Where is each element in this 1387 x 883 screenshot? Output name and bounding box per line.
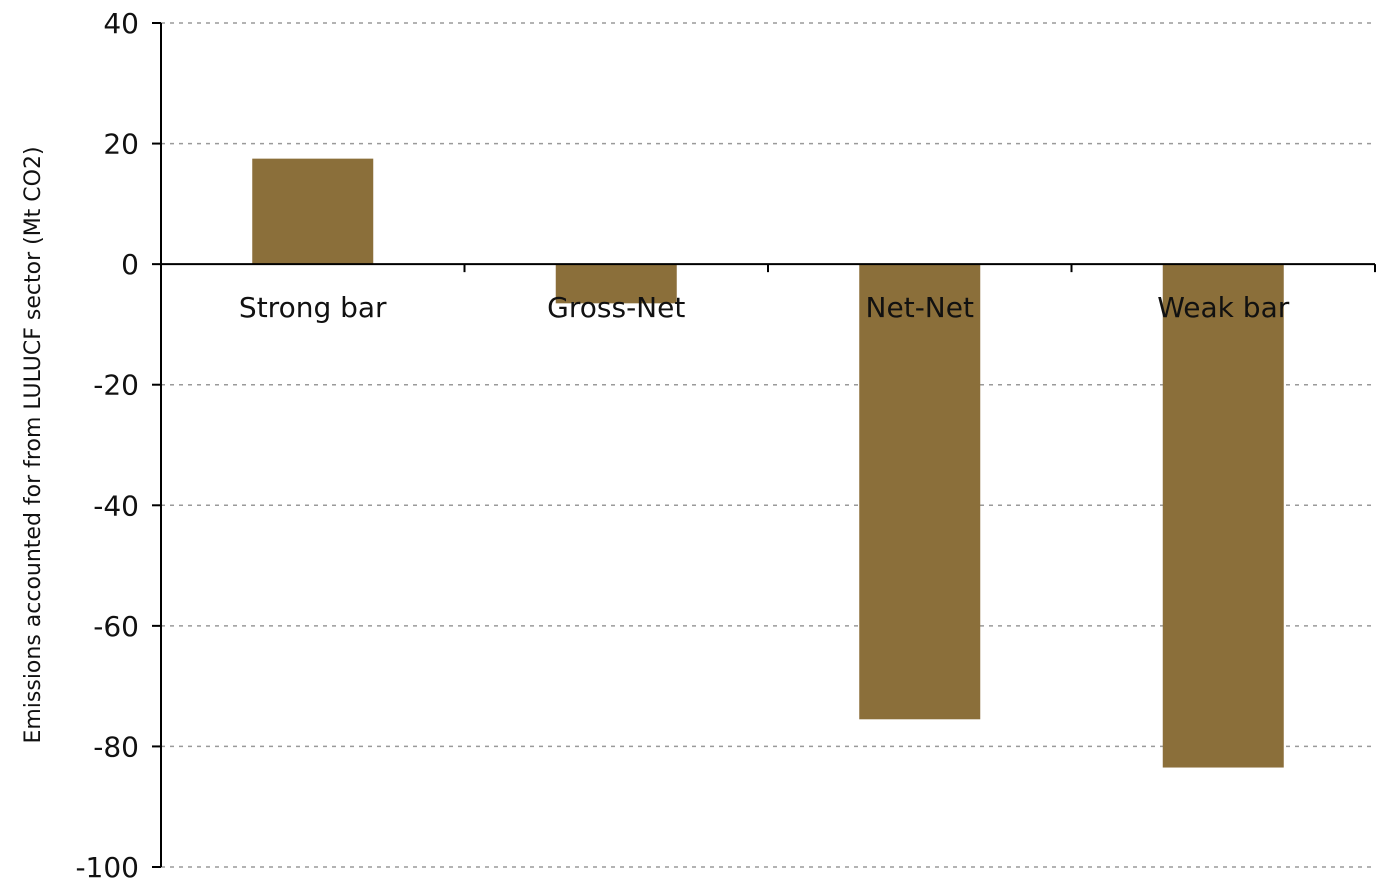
y-tick-label: 40 <box>103 7 139 40</box>
category-label: Strong bar <box>239 291 387 324</box>
bar-0 <box>252 158 374 265</box>
y-axis-label: Emissions accounted for from LULUCF sect… <box>21 146 46 743</box>
y-tick-label: -80 <box>93 730 139 763</box>
category-label: Net-Net <box>866 291 974 324</box>
bars <box>252 158 1284 768</box>
category-labels: Strong bar Gross-Net Net-Net Weak bar <box>239 291 1290 324</box>
bar-1 <box>555 264 677 304</box>
y-tick-label: -20 <box>93 369 139 402</box>
category-label: Weak bar <box>1157 291 1289 324</box>
axes <box>152 22 1376 868</box>
y-tick-label: 20 <box>103 128 139 161</box>
y-tick-label: -60 <box>93 610 139 643</box>
y-tick-label: -100 <box>75 851 139 883</box>
bar-2 <box>859 264 981 720</box>
y-tick-label: 0 <box>121 248 139 281</box>
y-tick-label: -40 <box>93 489 139 522</box>
y-tick-labels: 40 20 0 -20 -40 -60 -80 -100 <box>75 7 139 883</box>
bar-3 <box>1162 264 1284 768</box>
category-label: Gross-Net <box>547 291 685 324</box>
